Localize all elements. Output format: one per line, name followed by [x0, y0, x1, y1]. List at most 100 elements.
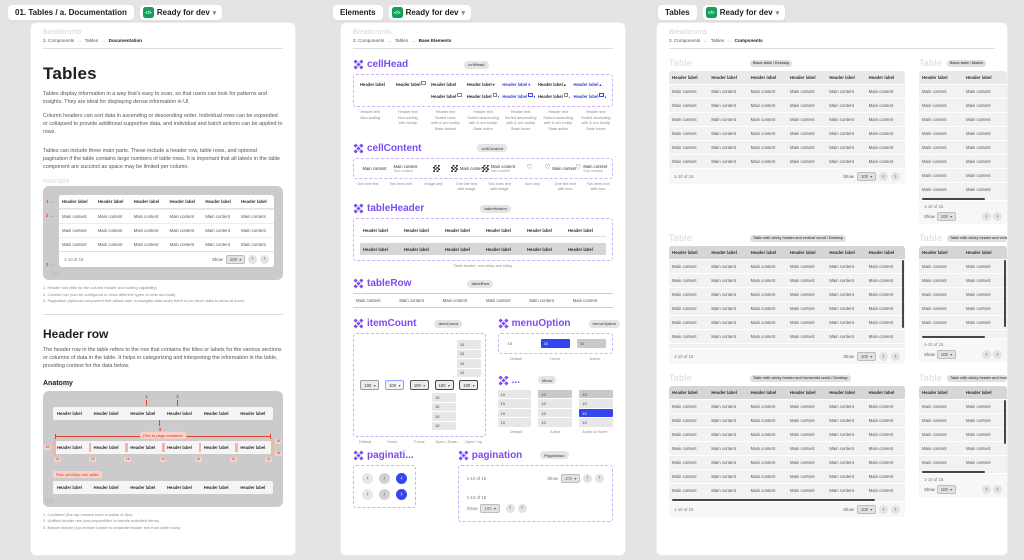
- menu-option-active[interactable]: 10: [576, 339, 606, 349]
- menu-item[interactable]: 10: [432, 402, 457, 412]
- prev-arrow-default[interactable]: [362, 472, 373, 484]
- next-arrow-hover[interactable]: [379, 488, 390, 500]
- item-count-select-open-down[interactable]: 100: [434, 380, 454, 391]
- header-cell[interactable]: Header label: [711, 250, 737, 255]
- menu-item-active[interactable]: 10: [579, 389, 613, 399]
- header-cell[interactable]: Header label: [829, 390, 855, 395]
- menu-item[interactable]: 10: [456, 349, 481, 359]
- horizontal-scrollbar[interactable]: [922, 470, 986, 473]
- page-size-select[interactable]: 100: [856, 505, 876, 514]
- breadcrumb-mid[interactable]: Tables: [394, 38, 409, 43]
- component-name[interactable]: paginati...: [367, 449, 414, 461]
- component-name[interactable]: menuOption: [511, 318, 571, 330]
- menu-item[interactable]: 10: [538, 408, 573, 418]
- prev-page-button[interactable]: [879, 352, 888, 361]
- prev-page-button[interactable]: [982, 350, 991, 359]
- header-cell[interactable]: Header label: [868, 390, 895, 395]
- item-count-select-default[interactable]: 100: [360, 380, 380, 391]
- header-cell[interactable]: Header label: [966, 75, 992, 80]
- component-name[interactable]: cellContent: [367, 142, 422, 154]
- header-cell[interactable]: Header label: [62, 198, 88, 204]
- prev-page-button[interactable]: [505, 503, 515, 513]
- header-cell[interactable]: Header label: [922, 390, 948, 395]
- menu-item[interactable]: 10: [432, 412, 457, 421]
- header-cell[interactable]: Header label: [711, 75, 737, 80]
- menu-item[interactable]: 10: [456, 359, 481, 368]
- header-cell[interactable]: Header label: [868, 75, 895, 80]
- breadcrumb-mid[interactable]: Tables: [710, 38, 725, 43]
- next-arrow-active[interactable]: [396, 488, 407, 500]
- breadcrumb-mid[interactable]: Tables: [84, 38, 99, 43]
- header-cell[interactable]: Header label: [750, 75, 777, 80]
- page-size-select[interactable]: 100: [856, 172, 876, 181]
- menu-item[interactable]: 10: [579, 418, 613, 427]
- menu-item[interactable]: 10: [456, 368, 481, 378]
- header-cell[interactable]: Header label: [829, 75, 855, 80]
- next-page-button[interactable]: [993, 485, 1002, 494]
- breadcrumb-root[interactable]: 3. Components: [43, 38, 75, 43]
- prev-page-button[interactable]: [879, 172, 888, 181]
- breadcrumb-root[interactable]: 3. Components: [353, 38, 385, 43]
- vertical-scrollbar[interactable]: [1003, 400, 1006, 445]
- header-cell[interactable]: Header label: [750, 390, 777, 395]
- menu-item[interactable]: 10: [432, 421, 457, 431]
- header-cell[interactable]: Header label: [672, 75, 698, 80]
- next-page-button[interactable]: [517, 503, 527, 513]
- item-count-select-focus[interactable]: 100: [409, 380, 429, 391]
- menu-item[interactable]: 10: [579, 399, 613, 408]
- tab-tables[interactable]: Tables: [658, 5, 697, 20]
- component-name[interactable]: itemCount: [367, 318, 417, 330]
- header-cell[interactable]: Header label: [868, 250, 895, 255]
- page-size-select[interactable]: 100: [936, 212, 956, 221]
- component-name[interactable]: tableRow: [367, 278, 412, 290]
- header-cell[interactable]: Header label: [133, 198, 160, 204]
- header-cell[interactable]: Header label: [922, 250, 948, 255]
- header-cell[interactable]: Header label: [789, 75, 816, 80]
- header-cell[interactable]: Header label: [966, 250, 992, 255]
- menu-item[interactable]: 10: [497, 408, 532, 418]
- prev-arrow-hover[interactable]: [379, 472, 390, 484]
- horizontal-scrollbar[interactable]: [922, 335, 986, 338]
- tab-doc[interactable]: 01. Tables / a. Documentation: [8, 5, 134, 20]
- next-page-button[interactable]: [891, 172, 900, 181]
- component-name[interactable]: cellHead: [367, 59, 409, 70]
- horizontal-scrollbar[interactable]: [672, 498, 875, 501]
- prev-page-button[interactable]: [879, 505, 888, 514]
- prev-page-button[interactable]: [248, 254, 257, 264]
- page-size-select[interactable]: 100: [480, 503, 500, 513]
- menu-item[interactable]: 10: [497, 399, 532, 408]
- next-page-button[interactable]: [891, 505, 900, 514]
- status-ready-for-dev[interactable]: Ready for dev: [388, 5, 471, 20]
- component-name[interactable]: tableHeader: [367, 203, 425, 215]
- page-size-select[interactable]: 100: [936, 350, 956, 359]
- menu-item[interactable]: 10: [538, 418, 573, 427]
- menu-item[interactable]: 10: [432, 393, 457, 402]
- header-cell[interactable]: Header label: [672, 250, 698, 255]
- header-cell[interactable]: Header label: [922, 75, 948, 80]
- menu-item[interactable]: 10: [456, 340, 481, 349]
- breadcrumb-root[interactable]: 3. Components: [669, 38, 701, 43]
- page-size-select[interactable]: 100: [856, 352, 876, 361]
- next-arrow-default[interactable]: [362, 488, 373, 500]
- horizontal-scrollbar[interactable]: [922, 197, 986, 200]
- next-page-button[interactable]: [595, 473, 604, 483]
- header-cell[interactable]: Header label: [966, 390, 992, 395]
- component-name[interactable]: pagination: [471, 449, 523, 461]
- status-ready-for-dev[interactable]: Ready for dev: [702, 5, 786, 20]
- menu-item[interactable]: 10: [497, 389, 532, 399]
- menu-item-hover[interactable]: 10: [579, 408, 613, 418]
- header-cell[interactable]: Header label: [169, 198, 196, 204]
- header-cell[interactable]: Header label: [789, 250, 816, 255]
- menu-option-default[interactable]: 10: [507, 341, 513, 347]
- header-cell[interactable]: Header label: [711, 390, 737, 395]
- page-size-select[interactable]: 100: [936, 485, 956, 494]
- item-count-select-open-up[interactable]: 100: [459, 380, 479, 391]
- header-cell[interactable]: Header label: [97, 198, 124, 204]
- header-cell[interactable]: Header label: [789, 390, 816, 395]
- next-page-button[interactable]: [993, 350, 1002, 359]
- menu-option-hover[interactable]: 10: [540, 339, 570, 349]
- header-cell[interactable]: Header label: [672, 390, 698, 395]
- page-size-select[interactable]: 100: [225, 254, 245, 264]
- header-cell[interactable]: Header label: [241, 198, 267, 204]
- vertical-scrollbar[interactable]: [901, 260, 904, 329]
